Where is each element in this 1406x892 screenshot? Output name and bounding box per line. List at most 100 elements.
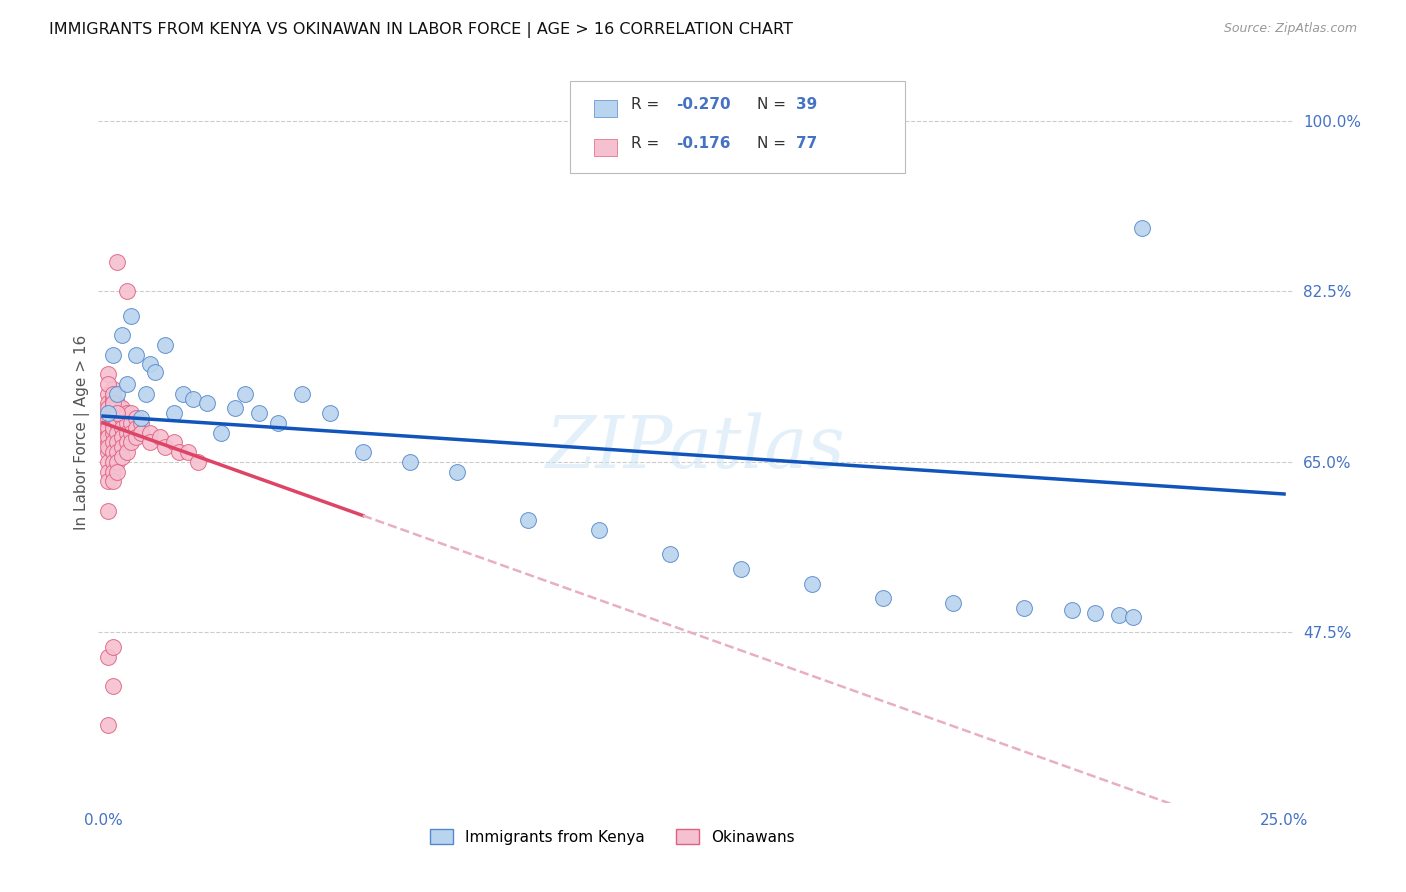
Point: [149, 430, 172, 444]
Point: [101, 411, 124, 425]
Point: [101, 406, 124, 420]
Point: [97, 421, 120, 435]
Point: [101, 386, 124, 401]
Text: -0.176: -0.176: [676, 136, 731, 152]
Point: [111, 440, 134, 454]
Point: [247, 406, 270, 420]
Point: [187, 455, 209, 469]
Point: [105, 445, 128, 459]
Point: [105, 435, 128, 450]
Point: [1108, 607, 1130, 622]
Point: [101, 392, 124, 406]
Point: [1084, 606, 1107, 620]
Point: [105, 406, 128, 420]
Point: [111, 421, 134, 435]
Point: [125, 348, 148, 362]
Point: [121, 416, 143, 430]
Point: [1060, 603, 1083, 617]
Point: [143, 365, 166, 379]
Point: [97, 445, 120, 459]
Point: [111, 450, 134, 464]
Point: [97, 425, 120, 440]
Point: [399, 455, 422, 469]
Point: [129, 416, 152, 430]
Point: [181, 392, 204, 406]
Point: [177, 445, 200, 459]
Point: [163, 435, 186, 450]
Point: [167, 445, 190, 459]
Point: [97, 386, 120, 401]
Point: [101, 435, 124, 450]
Point: [115, 285, 138, 299]
Point: [224, 401, 246, 416]
Point: [101, 640, 124, 654]
Point: [115, 406, 138, 420]
Point: [730, 562, 752, 576]
Point: [97, 465, 120, 479]
Point: [97, 367, 120, 381]
Point: [97, 503, 120, 517]
Point: [97, 416, 120, 430]
Point: [233, 386, 256, 401]
Point: [872, 591, 894, 606]
Point: [195, 396, 218, 410]
Point: [101, 382, 124, 396]
Point: [101, 679, 124, 693]
Point: [659, 548, 682, 562]
Point: [101, 475, 124, 489]
Point: [97, 396, 120, 410]
Point: [446, 465, 468, 479]
Text: 39: 39: [796, 97, 817, 112]
Point: [319, 406, 342, 420]
Point: [129, 411, 152, 425]
Point: [105, 465, 128, 479]
Point: [97, 430, 120, 444]
Point: [352, 445, 374, 459]
Text: Source: ZipAtlas.com: Source: ZipAtlas.com: [1223, 22, 1357, 36]
Point: [105, 425, 128, 440]
Point: [101, 348, 124, 362]
FancyBboxPatch shape: [595, 100, 617, 117]
Point: [97, 411, 120, 425]
Point: [111, 430, 134, 444]
Point: [105, 406, 128, 420]
Point: [101, 401, 124, 416]
Point: [101, 445, 124, 459]
Point: [121, 435, 143, 450]
Point: [115, 445, 138, 459]
Point: [800, 576, 823, 591]
Point: [121, 406, 143, 420]
Point: [115, 425, 138, 440]
Point: [517, 513, 540, 527]
Text: ZIPatlas: ZIPatlas: [546, 412, 846, 483]
Point: [101, 425, 124, 440]
Point: [139, 435, 162, 450]
Point: [101, 421, 124, 435]
Text: N =: N =: [756, 136, 790, 152]
Point: [97, 718, 120, 732]
Point: [105, 455, 128, 469]
Text: 77: 77: [796, 136, 817, 152]
Point: [97, 376, 120, 391]
Y-axis label: In Labor Force | Age > 16: In Labor Force | Age > 16: [75, 335, 90, 530]
Text: N =: N =: [756, 97, 790, 112]
Point: [111, 328, 134, 343]
Text: R =: R =: [631, 136, 664, 152]
Point: [111, 401, 134, 416]
Point: [101, 465, 124, 479]
Point: [97, 406, 120, 420]
Point: [121, 309, 143, 323]
Point: [115, 435, 138, 450]
Point: [105, 396, 128, 410]
Point: [97, 649, 120, 664]
Point: [125, 411, 148, 425]
Point: [101, 396, 124, 410]
Point: [115, 416, 138, 430]
Point: [290, 386, 312, 401]
Point: [153, 440, 176, 454]
Point: [97, 455, 120, 469]
Text: R =: R =: [631, 97, 664, 112]
FancyBboxPatch shape: [595, 139, 617, 156]
Point: [101, 396, 124, 410]
FancyBboxPatch shape: [571, 81, 905, 173]
